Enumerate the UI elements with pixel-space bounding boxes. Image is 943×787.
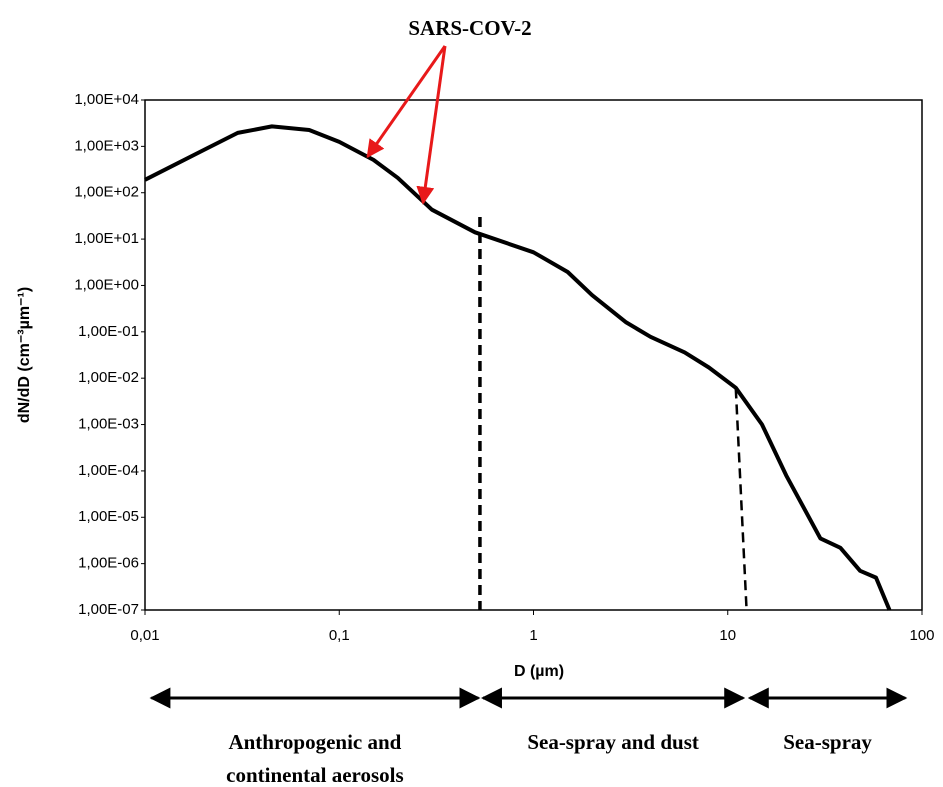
y-tick-label: 1,00E-01 (78, 323, 139, 340)
y-tick-label: 1,00E+03 (74, 137, 139, 154)
y-axis-title: dN/dD (cm⁻³µm⁻¹) (16, 287, 33, 423)
region-label: continental aerosols (226, 763, 404, 787)
y-tick-label: 1,00E-03 (78, 416, 139, 433)
x-tick-label: 1 (529, 627, 537, 644)
y-tick-label: 1,00E+00 (74, 276, 139, 293)
annotation-text: SARS-COV-2 (408, 16, 531, 40)
y-tick-label: 1,00E+02 (74, 184, 139, 201)
annotation-arrow (416, 45, 447, 205)
divider (734, 388, 748, 611)
y-tick-label: 1,00E+01 (74, 230, 139, 247)
region-label: Sea-spray (783, 730, 872, 754)
y-tick-label: 1,00E-04 (78, 462, 139, 479)
x-tick-label: 10 (719, 627, 736, 644)
x-axis-title: D (µm) (514, 663, 564, 680)
x-tick-label: 100 (909, 627, 934, 644)
plot-area (144, 99, 923, 611)
region-label: Anthropogenic and (228, 730, 401, 754)
y-tick-label: 1,00E-05 (78, 508, 139, 525)
y-tick-label: 1,00E-06 (78, 555, 139, 572)
region-label: Sea-spray and dust (527, 730, 699, 754)
y-tick-label: 1,00E-02 (78, 369, 139, 386)
annotation-arrow (366, 45, 447, 159)
data-line (144, 124, 892, 611)
x-tick-label: 0,01 (130, 627, 159, 644)
y-tick-label: 1,00E-07 (78, 601, 139, 618)
y-tick-label: 1,00E+04 (74, 91, 139, 108)
x-tick-label: 0,1 (329, 627, 350, 644)
